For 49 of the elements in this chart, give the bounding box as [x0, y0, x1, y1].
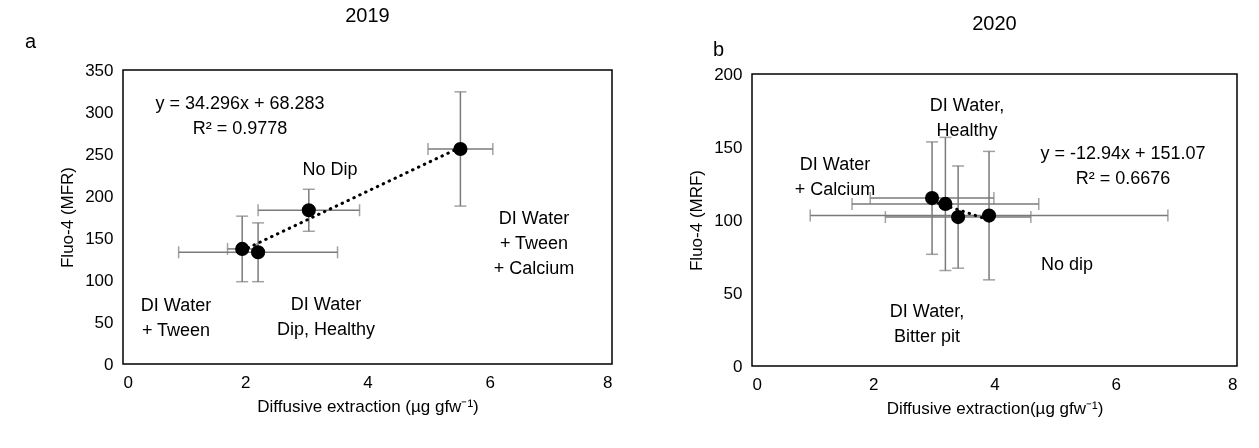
y-tick-label: 50: [94, 312, 114, 332]
y-tick-label: 0: [733, 356, 743, 376]
point: [951, 210, 966, 225]
annotation: No Dip: [302, 159, 358, 179]
point: [453, 141, 468, 157]
x-tick-label: 2: [869, 374, 879, 394]
point: [938, 196, 953, 211]
annotation: DI Water, Bitter pit: [889, 301, 965, 346]
annotation: No dip: [1040, 254, 1094, 274]
y-tick-label: 100: [714, 210, 743, 230]
y-tick-label: 0: [104, 354, 114, 374]
y-tick-label: 300: [85, 102, 114, 122]
point: [924, 191, 940, 206]
y-tick-label: 200: [714, 64, 743, 84]
y-tick-label: 200: [85, 186, 114, 206]
y-tick-label: 150: [85, 228, 114, 248]
x-tick-label: 0: [123, 372, 133, 392]
annotation: DI Water + Tween + Calcium: [493, 208, 575, 278]
annotation: DI Water + Tween: [140, 295, 212, 340]
x-tick-label: 8: [1228, 374, 1238, 394]
point: [301, 203, 316, 218]
x-axis-title: Diffusive extraction (µg gfw⁻¹): [257, 396, 479, 416]
annotation: y = 34.296x + 68.283 R² = 0.9778: [155, 93, 325, 138]
text: b: [713, 38, 725, 60]
annotation: DI Water, Healthy: [929, 95, 1005, 140]
point: [251, 245, 266, 260]
y-axis-title: Fluo-4 (MFR): [58, 166, 78, 269]
x-tick-label: 2: [241, 372, 251, 392]
y-tick-label: 350: [85, 60, 114, 80]
y-tick-label: 100: [85, 270, 114, 290]
y-tick-label: 50: [723, 283, 743, 303]
point: [235, 241, 250, 256]
y-tick-label: 150: [714, 137, 743, 157]
annotation: y = -12.94x + 151.07 R² = 0.6676: [1040, 143, 1206, 188]
x-tick-label: 0: [752, 374, 762, 394]
x-tick-label: 6: [1111, 374, 1121, 394]
y-axis-title: Fluo-4 (MRF): [687, 169, 707, 272]
chart-title: 2019: [345, 4, 390, 26]
x-axis-title: Diffusive extraction(µg gfw⁻¹): [886, 398, 1104, 418]
x-tick-label: 4: [990, 374, 1000, 394]
x-tick-label: 8: [603, 372, 613, 392]
annotation: DI Water + Calcium: [794, 154, 876, 199]
text: a: [25, 30, 37, 52]
chart-title: 2020: [972, 12, 1017, 34]
y-tick-label: 250: [85, 144, 114, 164]
annotation: DI Water Dip, Healthy: [276, 294, 376, 339]
point: [981, 208, 997, 223]
x-tick-label: 6: [485, 372, 495, 392]
x-tick-label: 4: [363, 372, 373, 392]
